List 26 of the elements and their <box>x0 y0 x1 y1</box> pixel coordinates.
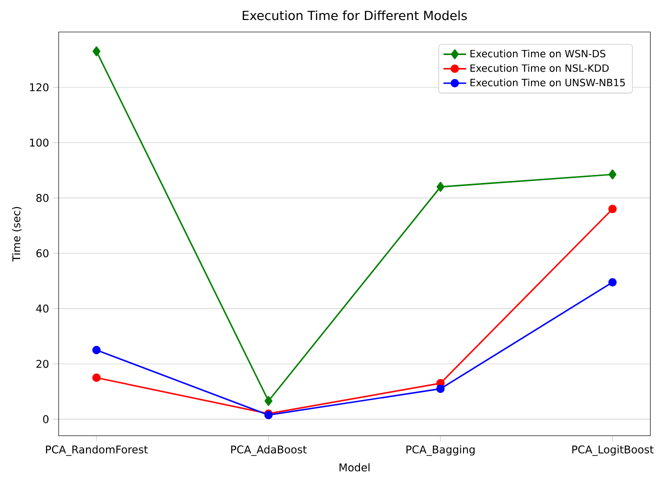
y-tick-label: 60 <box>36 249 48 258</box>
y-tick-label: 40 <box>36 304 48 312</box>
y-tick-label: 100 <box>30 138 48 146</box>
point <box>264 396 272 406</box>
point <box>92 46 100 56</box>
point <box>436 384 445 393</box>
point <box>92 373 101 382</box>
x-tick-label: PCA_LogitBoost <box>572 445 654 456</box>
legend-label: Execution Time on WSN-DS <box>470 49 606 58</box>
point <box>608 169 616 180</box>
y-tick-label: 20 <box>36 360 48 368</box>
chart-title: Execution Time for Different Models <box>242 10 467 20</box>
y-tick-label: 0 <box>43 414 48 423</box>
point <box>436 182 444 192</box>
y-tick-label: 80 <box>36 194 48 202</box>
x-axis-title: Model <box>340 462 370 472</box>
x-tick-label: PCA_Bagging <box>406 445 475 456</box>
legend-label: Execution Time on NSL-KDD <box>470 64 609 72</box>
x-tick-label: PCA_AdaBoost <box>231 445 307 456</box>
point <box>92 346 101 354</box>
point <box>608 204 617 213</box>
y-axis-title: Time (sec) <box>12 206 22 262</box>
point <box>608 278 617 286</box>
y-tick-label: 120 <box>30 83 48 92</box>
x-tick-label: PCA_RandomForest <box>46 445 148 456</box>
legend-label: Execution Time on UNSW-NB15 <box>470 78 625 86</box>
